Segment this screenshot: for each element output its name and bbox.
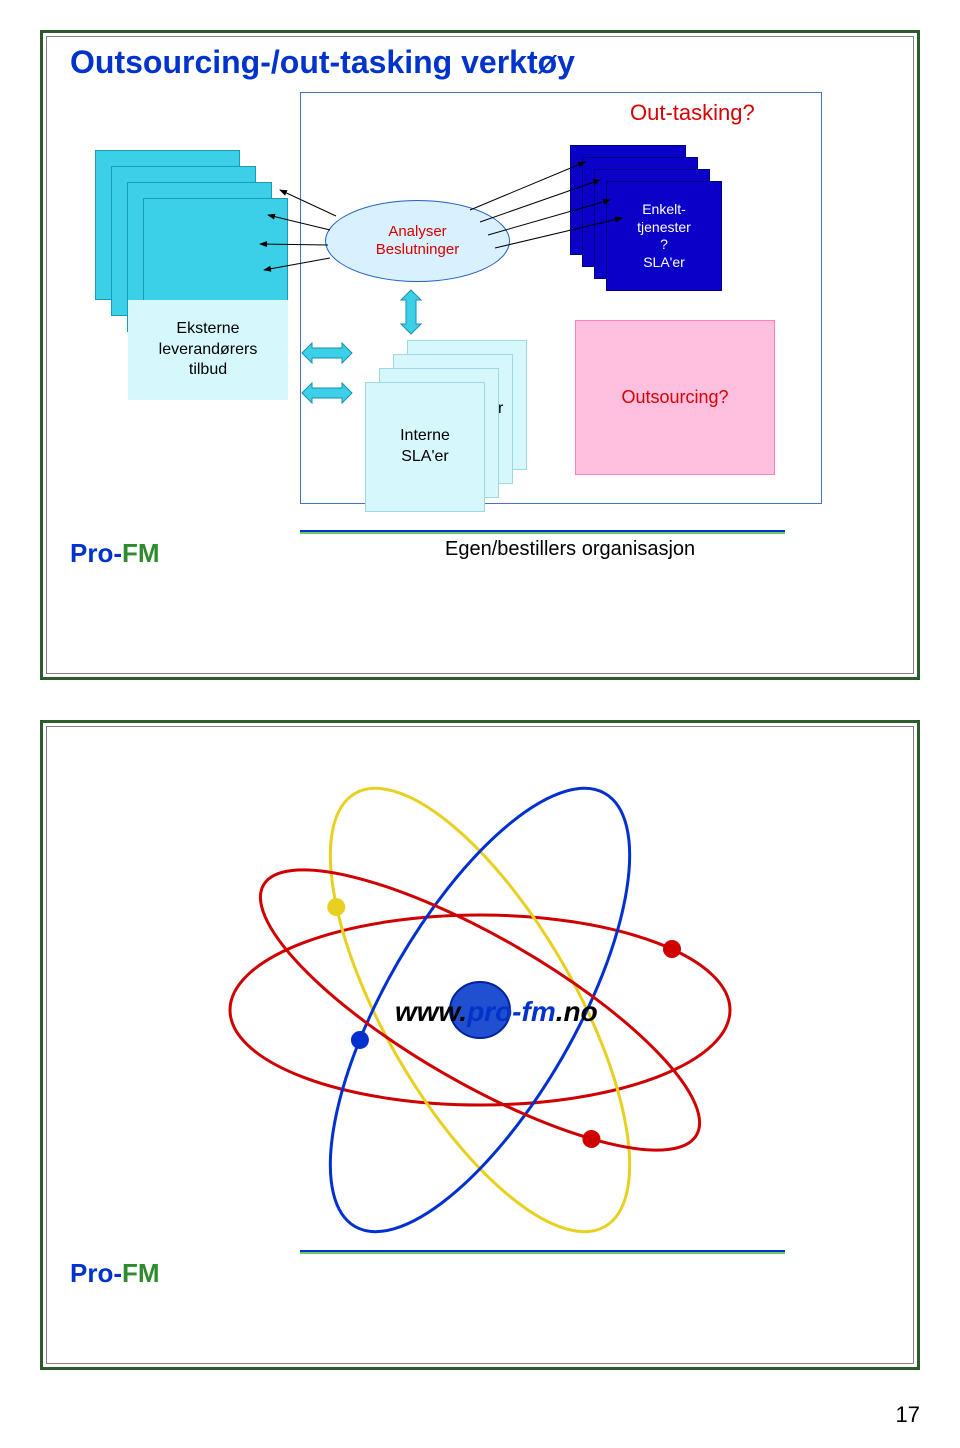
slide1-footer-label: Egen/bestillers organisasjon: [445, 538, 695, 561]
slide2-inner-border: [46, 726, 914, 1364]
url-mid: pro-fm: [467, 996, 556, 1027]
url-text: www.pro-fm.no: [395, 996, 598, 1028]
slide2-logo-fm: FM: [122, 1258, 160, 1288]
slide2-logo: Pro-FM: [70, 1258, 160, 1289]
slide2-logo-pro: Pro-: [70, 1258, 122, 1288]
page-number: 17: [896, 1402, 920, 1428]
url-post: .no: [556, 996, 598, 1027]
slide1-logo: Pro-FM: [70, 538, 160, 569]
slide1-footer-bar-bot: [300, 532, 785, 534]
url-pre: www.: [395, 996, 467, 1027]
slide1-logo-pro: Pro-: [70, 538, 122, 568]
slide1-arrows-svg: [0, 0, 960, 700]
slide1-logo-fm: FM: [122, 538, 160, 568]
slide2-footer-bar-bot: [300, 1252, 785, 1254]
